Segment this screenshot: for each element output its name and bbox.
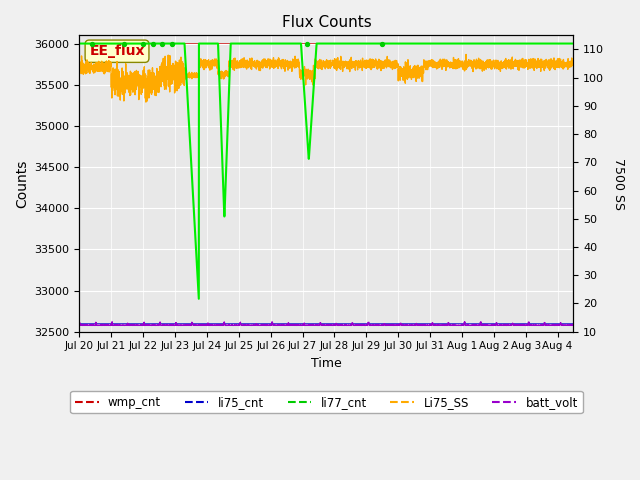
Point	[148, 40, 158, 48]
Text: EE_flux: EE_flux	[90, 44, 145, 58]
Legend: wmp_cnt, li75_cnt, li77_cnt, Li75_SS, batt_volt: wmp_cnt, li75_cnt, li77_cnt, Li75_SS, ba…	[70, 391, 582, 413]
Y-axis label: 7500 SS: 7500 SS	[612, 157, 625, 210]
Point	[119, 40, 129, 48]
Point	[377, 40, 387, 48]
Y-axis label: Counts: Counts	[15, 159, 29, 208]
Point	[302, 40, 312, 48]
Point	[87, 40, 97, 48]
Title: Flux Counts: Flux Counts	[282, 15, 371, 30]
Point	[157, 40, 168, 48]
X-axis label: Time: Time	[311, 357, 342, 370]
Point	[138, 40, 148, 48]
Point	[166, 40, 177, 48]
